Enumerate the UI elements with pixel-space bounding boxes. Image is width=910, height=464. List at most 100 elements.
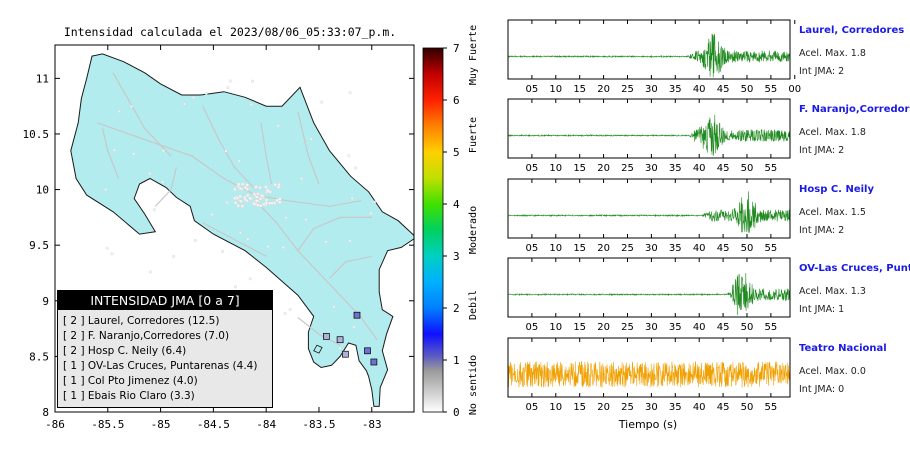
town-marker <box>172 254 176 258</box>
town-marker <box>152 208 156 212</box>
station-name: F. Naranjo,Corredores <box>799 104 910 115</box>
town-marker <box>309 137 313 141</box>
waveform-tick-label: 50 <box>741 84 754 95</box>
waveform-tick-label: 40 <box>693 402 706 413</box>
town-marker <box>191 96 195 100</box>
town-marker <box>238 231 242 235</box>
y-tick-label: 8.5 <box>29 350 49 363</box>
station-name: OV-Las Cruces, Puntar <box>799 263 910 274</box>
town-marker <box>251 201 256 206</box>
road-line <box>297 111 320 185</box>
waveform-frame <box>507 98 791 159</box>
waveform-trace <box>507 191 791 233</box>
waveform-tick-label: 50 <box>741 163 754 174</box>
town-marker <box>264 198 269 202</box>
town-marker <box>258 185 262 190</box>
legend-title: INTENSIDAD JMA [0 a 7] <box>58 291 272 310</box>
road-line <box>260 122 273 185</box>
town-marker <box>276 124 280 128</box>
waveform-tick-label: 35 <box>669 322 682 333</box>
scale-category-label: Debil <box>468 290 479 320</box>
waveform-tick-label: 40 <box>693 322 706 333</box>
town-marker <box>236 182 241 186</box>
road-line <box>297 216 372 252</box>
y-tick-label: 10.5 <box>23 128 50 141</box>
waveform-tick-label: 25 <box>621 163 634 174</box>
waveform-frame <box>507 257 791 318</box>
waveform-tick-label: 40 <box>693 84 706 95</box>
town-marker <box>348 239 352 243</box>
waveform-tick-label: 20 <box>597 402 610 413</box>
acceleration-label: Acel. Max. 1.8 <box>799 48 866 59</box>
waveform-tick-label: 30 <box>645 84 658 95</box>
legend-item: [ 1 ] OV-Las Cruces, Puntarenas (4.4) <box>63 360 258 372</box>
town-marker <box>255 199 259 203</box>
town-marker <box>224 149 228 153</box>
town-marker <box>273 182 278 187</box>
waveform-tick-label: 10 <box>549 84 562 95</box>
waveform-tick-label: 20 <box>597 84 610 95</box>
scale-category-label: No sentido <box>468 355 479 415</box>
waveform-tick-label: 40 <box>693 243 706 254</box>
jma-intensity-label: Int JMA: 0 <box>799 384 844 395</box>
town-marker <box>256 203 260 207</box>
town-marker <box>332 305 336 309</box>
map-area <box>70 53 414 407</box>
waveform-tick-label: 30 <box>645 243 658 254</box>
town-marker <box>220 249 224 253</box>
town-marker <box>131 152 135 156</box>
waveform-tick-label: 15 <box>573 402 586 413</box>
scale-tick-label: 6 <box>453 94 460 107</box>
road-line <box>101 128 119 179</box>
waveform-frame <box>507 337 791 398</box>
waveform-tick-label: 10 <box>549 243 562 254</box>
waveform-panel: 05 10 15 20 25 30 35 40 45 50 55 Hosp C. Neily Acel.… <box>507 178 874 254</box>
station-marker <box>342 350 349 358</box>
x-tick-label: -84 <box>256 418 276 431</box>
town-marker <box>236 203 241 208</box>
town-marker <box>148 172 152 176</box>
waveform-frame <box>507 178 791 239</box>
waveform-tick-label: 00 <box>788 84 801 95</box>
road-line <box>202 105 257 191</box>
waveform-trace <box>507 272 791 316</box>
town-marker <box>238 194 242 199</box>
town-marker <box>238 186 243 191</box>
town-marker <box>233 187 237 192</box>
waveform-tick-label: 50 <box>741 402 754 413</box>
road-line <box>255 200 378 341</box>
waveform-tick-label: 05 <box>526 163 539 174</box>
town-marker <box>266 188 270 193</box>
waveform-tick-label: 30 <box>645 322 658 333</box>
waveform-tick-label: 55 <box>765 402 778 413</box>
waveform-tick-label: 05 <box>526 243 539 254</box>
scale-category-label: Fuerte <box>468 117 479 153</box>
road-line <box>154 167 177 207</box>
waveform-tick-label: 10 <box>549 402 562 413</box>
waveform-tick-label: 45 <box>717 322 730 333</box>
waveform-tick-label: 45 <box>717 402 730 413</box>
town-marker <box>246 237 250 241</box>
legend-item: [ 1 ] Col Pto Jimenez (4.0) <box>63 375 198 387</box>
road-line <box>97 122 362 207</box>
legend-item: [ 2 ] Laurel, Corredores (12.5) <box>63 315 220 327</box>
town-marker <box>117 109 121 113</box>
town-marker <box>110 252 114 256</box>
road-line <box>202 222 267 257</box>
legend-item: [ 2 ] F. Naranjo,Corredores (7.0) <box>63 330 230 342</box>
acceleration-label: Acel. Max. 1.3 <box>799 286 866 297</box>
town-marker <box>161 180 165 184</box>
waveform-tick-label: 05 <box>526 322 539 333</box>
y-tick-label: 11 <box>36 72 49 85</box>
waveform-tick-label: 25 <box>621 402 634 413</box>
waveform-tick-label: 25 <box>621 84 634 95</box>
station-marker <box>364 347 371 355</box>
waveform-tick-label: 20 <box>597 163 610 174</box>
town-marker <box>240 204 245 208</box>
y-tick-label: 9 <box>42 295 49 308</box>
waveform-tick-label: 10 <box>549 163 562 174</box>
waveform-trace <box>507 33 791 78</box>
town-marker <box>264 185 268 189</box>
